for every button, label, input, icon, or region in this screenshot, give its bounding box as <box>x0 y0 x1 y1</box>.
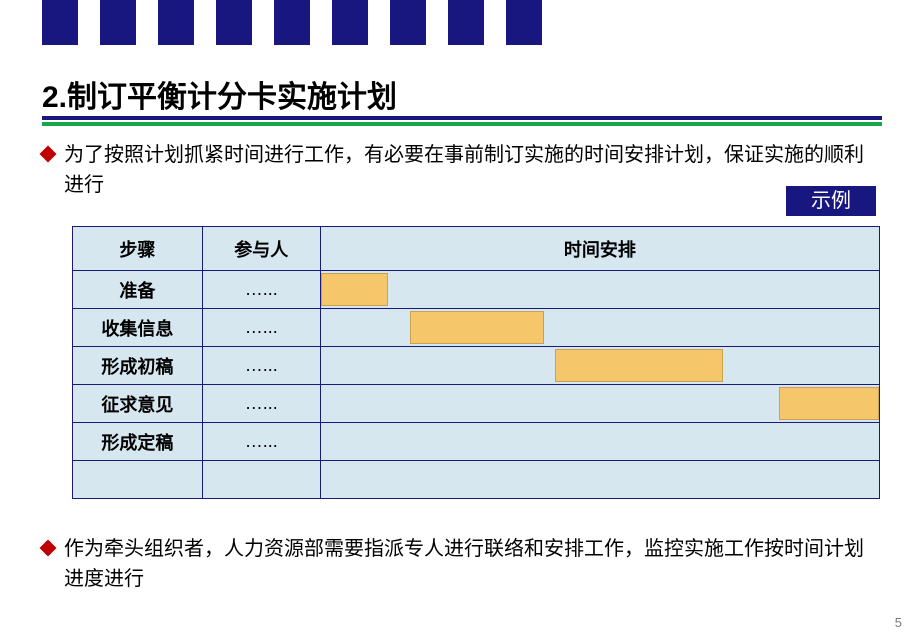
diamond-icon <box>40 146 57 163</box>
gantt-step-cell: 形成初稿 <box>73 347 203 385</box>
gantt-time-cell <box>320 423 879 461</box>
bullet-2-text: 作为牵头组织者，人力资源部需要指派专人进行联络和安排工作，监控实施工作按时间计划… <box>64 534 882 594</box>
top-bar <box>274 0 310 45</box>
top-bar <box>100 0 136 45</box>
gantt-bar <box>779 387 879 420</box>
top-bar <box>448 0 484 45</box>
gantt-row: 收集信息…... <box>73 309 880 347</box>
bullet-1: 为了按照计划抓紧时间进行工作，有必要在事前制订实施的时间安排计划，保证实施的顺利… <box>42 140 882 200</box>
slide-title: 2.制订平衡计分卡实施计划 <box>42 72 397 116</box>
gantt-time-cell <box>320 385 879 423</box>
gantt-bar <box>555 349 722 382</box>
gantt-step-cell: 收集信息 <box>73 309 203 347</box>
gantt-empty-cell <box>202 461 320 499</box>
gantt-empty-cell <box>320 461 879 499</box>
bullet-2: 作为牵头组织者，人力资源部需要指派专人进行联络和安排工作，监控实施工作按时间计划… <box>42 534 882 594</box>
bullet-1-text: 为了按照计划抓紧时间进行工作，有必要在事前制订实施的时间安排计划，保证实施的顺利… <box>64 140 882 200</box>
gantt-participant-cell: …... <box>202 271 320 309</box>
gantt-participant-cell: …... <box>202 385 320 423</box>
gantt-row: 征求意见…... <box>73 385 880 423</box>
gantt-time-cell <box>320 271 879 309</box>
page-number: 5 <box>895 615 902 630</box>
gantt-step-cell: 征求意见 <box>73 385 203 423</box>
header-participant: 参与人 <box>202 227 320 271</box>
gantt-table: 步骤 参与人 时间安排 准备…...收集信息…...形成初稿…...征求意见….… <box>72 226 880 499</box>
top-bar <box>158 0 194 45</box>
top-bar <box>506 0 542 45</box>
top-bar <box>42 0 78 45</box>
gantt-time-cell <box>320 309 879 347</box>
header-step: 步骤 <box>73 227 203 271</box>
top-bar <box>332 0 368 45</box>
top-decor-bars <box>0 0 542 45</box>
gantt-participant-cell: …... <box>202 309 320 347</box>
header-time: 时间安排 <box>320 227 879 271</box>
gantt-time-cell <box>320 347 879 385</box>
gantt-header-row: 步骤 参与人 时间安排 <box>73 227 880 271</box>
gantt-bar <box>321 273 388 306</box>
gantt-empty-row <box>73 461 880 499</box>
gantt-row: 准备…... <box>73 271 880 309</box>
gantt-participant-cell: …... <box>202 347 320 385</box>
title-divider <box>42 116 882 126</box>
gantt-participant-cell: …... <box>202 423 320 461</box>
example-tag: 示例 <box>786 186 876 216</box>
diamond-icon <box>40 540 57 557</box>
top-bar <box>216 0 252 45</box>
gantt-bar <box>410 311 544 344</box>
gantt-row: 形成定稿…... <box>73 423 880 461</box>
top-bar <box>390 0 426 45</box>
gantt-step-cell: 形成定稿 <box>73 423 203 461</box>
gantt-step-cell: 准备 <box>73 271 203 309</box>
gantt-empty-cell <box>73 461 203 499</box>
gantt-row: 形成初稿…... <box>73 347 880 385</box>
